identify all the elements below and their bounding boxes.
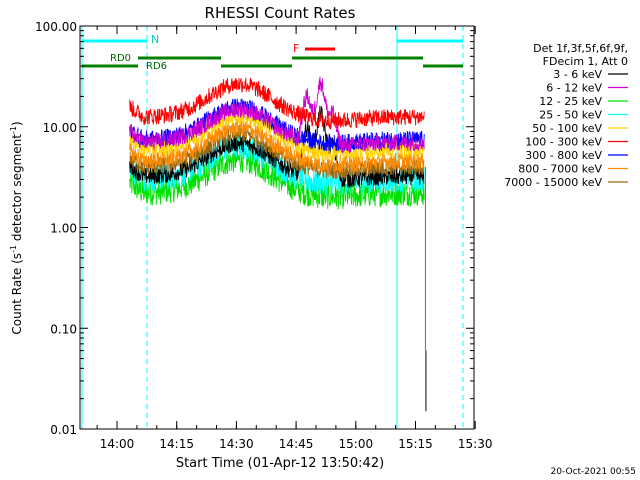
y-tick-label: 0.10 — [50, 322, 77, 336]
x-tick-label: 14:15 — [159, 437, 194, 451]
y-tick-label: 0.01 — [50, 423, 77, 437]
x-tick-label: 15:15 — [398, 437, 433, 451]
y-tick-label: 100.00 — [35, 20, 77, 34]
instrument-state-bars: N F RD0 RD6 — [81, 26, 464, 429]
footer-timestamp: 20-Oct-2021 00:55 — [551, 467, 636, 477]
rd0-label: RD0 — [110, 53, 131, 64]
legend-entry-label: 50 - 100 keV — [532, 122, 602, 135]
chart-title: RHESSI Count Rates — [205, 4, 356, 22]
legend-entry-label: 100 - 300 keV — [525, 136, 602, 149]
x-tick-label: 14:45 — [279, 437, 314, 451]
legend-entry-label: 7000 - 15000 keV — [504, 176, 602, 189]
legend-header: FDecim 1, Att 0 — [543, 55, 628, 68]
y-tick-label: 1.00 — [50, 222, 77, 236]
y-axis-label: Count Rate (s-1 detector segment-1) — [9, 121, 24, 334]
x-axis-ticks: 14:00 14:15 14:30 14:45 15:00 15:15 15:30 — [96, 26, 493, 451]
x-tick-label: 15:30 — [458, 437, 493, 451]
legend-entry-label: 12 - 25 keV — [539, 95, 602, 108]
legend-entry-label: 6 - 12 keV — [546, 82, 602, 95]
y-axis-ticks: 0.01 0.10 1.00 10.00 100.00 — [35, 20, 474, 437]
series-line — [129, 76, 425, 154]
x-axis-label: Start Time (01-Apr-12 13:50:42) — [176, 456, 384, 471]
x-tick-label: 14:00 — [100, 437, 135, 451]
x-tick-label: 14:30 — [219, 437, 254, 451]
rd6-label: RD6 — [146, 61, 167, 72]
legend-entry-label: 3 - 6 keV — [553, 68, 602, 81]
y-tick-label: 10.00 — [43, 121, 77, 135]
series-line — [129, 119, 425, 173]
legend-entry-label: 25 - 50 keV — [539, 109, 602, 122]
legend-entry-label: 800 - 7000 keV — [518, 163, 602, 176]
series-line — [129, 77, 425, 130]
night-label: N — [151, 33, 159, 46]
legend: Det 1f,3f,5f,6f,9f,FDecim 1, Att 03 - 6 … — [504, 42, 628, 189]
legend-entry-label: 300 - 800 keV — [525, 149, 602, 162]
legend-header: Det 1f,3f,5f,6f,9f, — [533, 42, 628, 55]
x-tick-label: 15:00 — [339, 437, 374, 451]
flare-label: F — [293, 42, 299, 55]
series-lines — [129, 76, 427, 412]
plot-frame — [79, 25, 475, 430]
